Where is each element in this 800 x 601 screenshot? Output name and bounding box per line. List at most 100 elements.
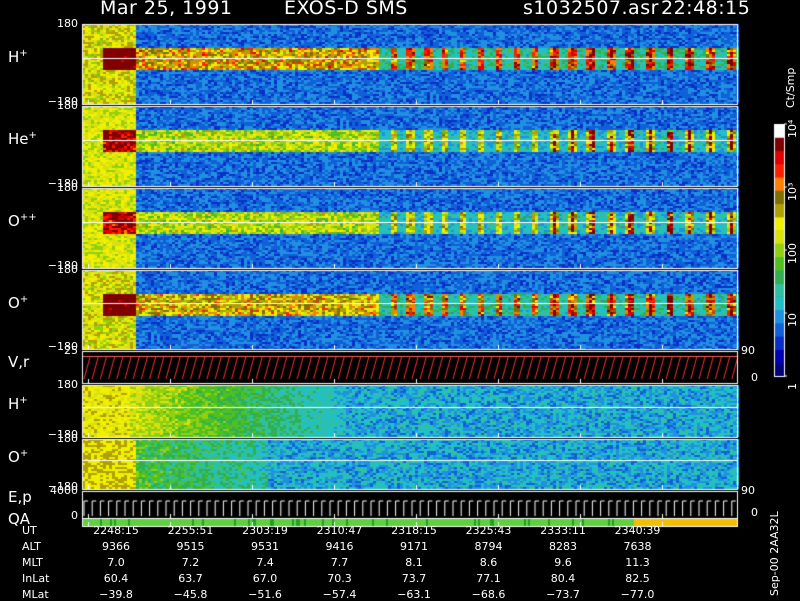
table-cell: −57.4 xyxy=(322,588,357,601)
header-instrument: EXOS-D SMS xyxy=(284,0,408,19)
y-tick-top: 180 xyxy=(57,99,78,112)
table-cell: 2303:19 xyxy=(242,524,288,537)
y-tick-top: 180 xyxy=(57,181,78,194)
panel-label-text: O xyxy=(8,212,20,230)
right-axis-bottom: 0 xyxy=(751,371,758,384)
table-cell: 7.0 xyxy=(107,556,125,569)
table-cell: 2318:15 xyxy=(391,524,437,537)
table-cell: −68.6 xyxy=(471,588,506,601)
table-cell: −45.8 xyxy=(173,588,208,601)
table-cell: 2325:43 xyxy=(465,524,512,537)
panel-label-hplus: H+ xyxy=(8,48,28,66)
header-date: Mar 25, 1991 xyxy=(100,0,233,19)
right-axis-top: 90 xyxy=(741,484,755,497)
panel-label-qa: QA xyxy=(8,510,30,528)
y-tick-top: 4000 xyxy=(50,484,78,497)
table-cell: 9416 xyxy=(325,540,354,553)
table-cell: 9515 xyxy=(176,540,205,553)
y-tick-bottom: −180 xyxy=(47,428,78,441)
table-cell: 8.6 xyxy=(479,556,498,569)
panel-label-vr: V,r xyxy=(8,353,29,371)
panel-label-heplus: He+ xyxy=(8,130,37,148)
panel-label-text: He xyxy=(8,130,29,148)
table-cell: 2333:11 xyxy=(540,524,586,537)
table-cell: −73.7 xyxy=(546,588,580,601)
table-cell: 7.2 xyxy=(181,556,200,569)
panel-label-oplus: O+ xyxy=(8,294,28,312)
y-tick-top: 180 xyxy=(57,432,78,445)
y-tick-bottom: −180 xyxy=(47,480,78,493)
table-cell: 8.1 xyxy=(405,556,423,569)
table-row-label: MLat xyxy=(22,588,49,601)
table-cell: 2248:15 xyxy=(93,524,139,537)
y-tick-top: 180 xyxy=(57,17,78,30)
panel-label-text: O xyxy=(8,448,20,466)
table-cell: 8794 xyxy=(474,540,503,553)
table-cell: −51.6 xyxy=(248,588,282,601)
y-tick-bottom: −180 xyxy=(47,177,78,190)
y-tick-top: 180 xyxy=(57,378,78,391)
table-cell: 9366 xyxy=(102,540,130,553)
table-cell: 7.4 xyxy=(256,556,274,569)
table-cell: 80.4 xyxy=(550,572,576,585)
panel-label-text: H xyxy=(8,48,20,66)
table-row-label: MLT xyxy=(22,556,43,569)
header-file: s1032507.asr xyxy=(523,0,659,19)
side-label: Sep-00 2AA32L xyxy=(768,511,781,596)
table-cell: −77.0 xyxy=(620,588,655,601)
y-tick-top: 25 xyxy=(64,344,78,357)
header-time: 22:48:15 xyxy=(661,0,751,19)
table-cell: 82.5 xyxy=(625,572,650,585)
table-cell: 67.0 xyxy=(252,572,278,585)
y-tick-bottom: −180 xyxy=(47,95,78,108)
panel-label-superscript: + xyxy=(19,293,29,305)
panel-label-text: O xyxy=(8,293,20,312)
table-cell: 11.3 xyxy=(625,556,650,569)
colorbar-tick-label: 10³ xyxy=(786,182,799,201)
table-cell: 8283 xyxy=(549,540,577,553)
colorbar-tick-label: 100 xyxy=(786,243,799,264)
table-cell: −39.8 xyxy=(99,588,133,601)
right-axis-top: 90 xyxy=(741,344,755,357)
panel-label-superscript: ++ xyxy=(19,212,37,223)
table-cell: 73.7 xyxy=(401,572,427,585)
panel-label-superscript: + xyxy=(19,448,29,459)
right-axis-bottom: 0 xyxy=(751,506,758,519)
panel-label-superscript: + xyxy=(28,130,37,141)
panel-label-hplus2: H+ xyxy=(8,395,28,413)
panel-label-oplus2: O+ xyxy=(8,448,28,466)
colorbar-tick-label: 10⁴ xyxy=(786,119,799,138)
table-cell: −63.1 xyxy=(397,588,431,601)
panel-label-ep: E,p xyxy=(8,488,32,506)
panel-label-superscript: + xyxy=(19,395,28,406)
y-tick-bottom: 0 xyxy=(71,509,78,522)
table-cell: 70.3 xyxy=(327,572,352,585)
colorbar-tick-label: 10 xyxy=(786,313,799,327)
table-row-label: ALT xyxy=(22,540,41,553)
table-cell: 7.7 xyxy=(330,556,349,569)
table-cell: 60.4 xyxy=(103,572,129,585)
table-cell: 63.7 xyxy=(178,572,203,585)
table-row-label: InLat xyxy=(22,572,50,585)
panel-label-text: V,r xyxy=(8,353,30,371)
panel-label-text: H xyxy=(8,395,20,413)
table-cell: 7638 xyxy=(623,540,652,553)
table-cell: 2340:39 xyxy=(614,524,661,537)
panel-label-superscript: + xyxy=(19,48,28,59)
colorbar-tick-label: 1 xyxy=(786,383,799,390)
table-cell: 9171 xyxy=(400,540,428,553)
y-tick-bottom: −180 xyxy=(47,259,78,272)
table-cell: 9531 xyxy=(251,540,279,553)
colorbar-unit: Ct/Smp xyxy=(784,67,797,108)
panel-label-text: QA xyxy=(8,510,31,528)
panel-label-opp: O++ xyxy=(8,212,37,230)
table-cell: 2255:51 xyxy=(167,524,214,537)
table-cell: 2310:47 xyxy=(316,524,363,537)
table-cell: 9.6 xyxy=(554,556,572,569)
table-row-label: UT xyxy=(22,524,37,537)
y-tick-bottom: −180 xyxy=(47,340,78,353)
panel-label-text: E,p xyxy=(8,488,32,506)
y-tick-top: 180 xyxy=(57,263,78,276)
table-cell: 77.1 xyxy=(476,572,501,585)
